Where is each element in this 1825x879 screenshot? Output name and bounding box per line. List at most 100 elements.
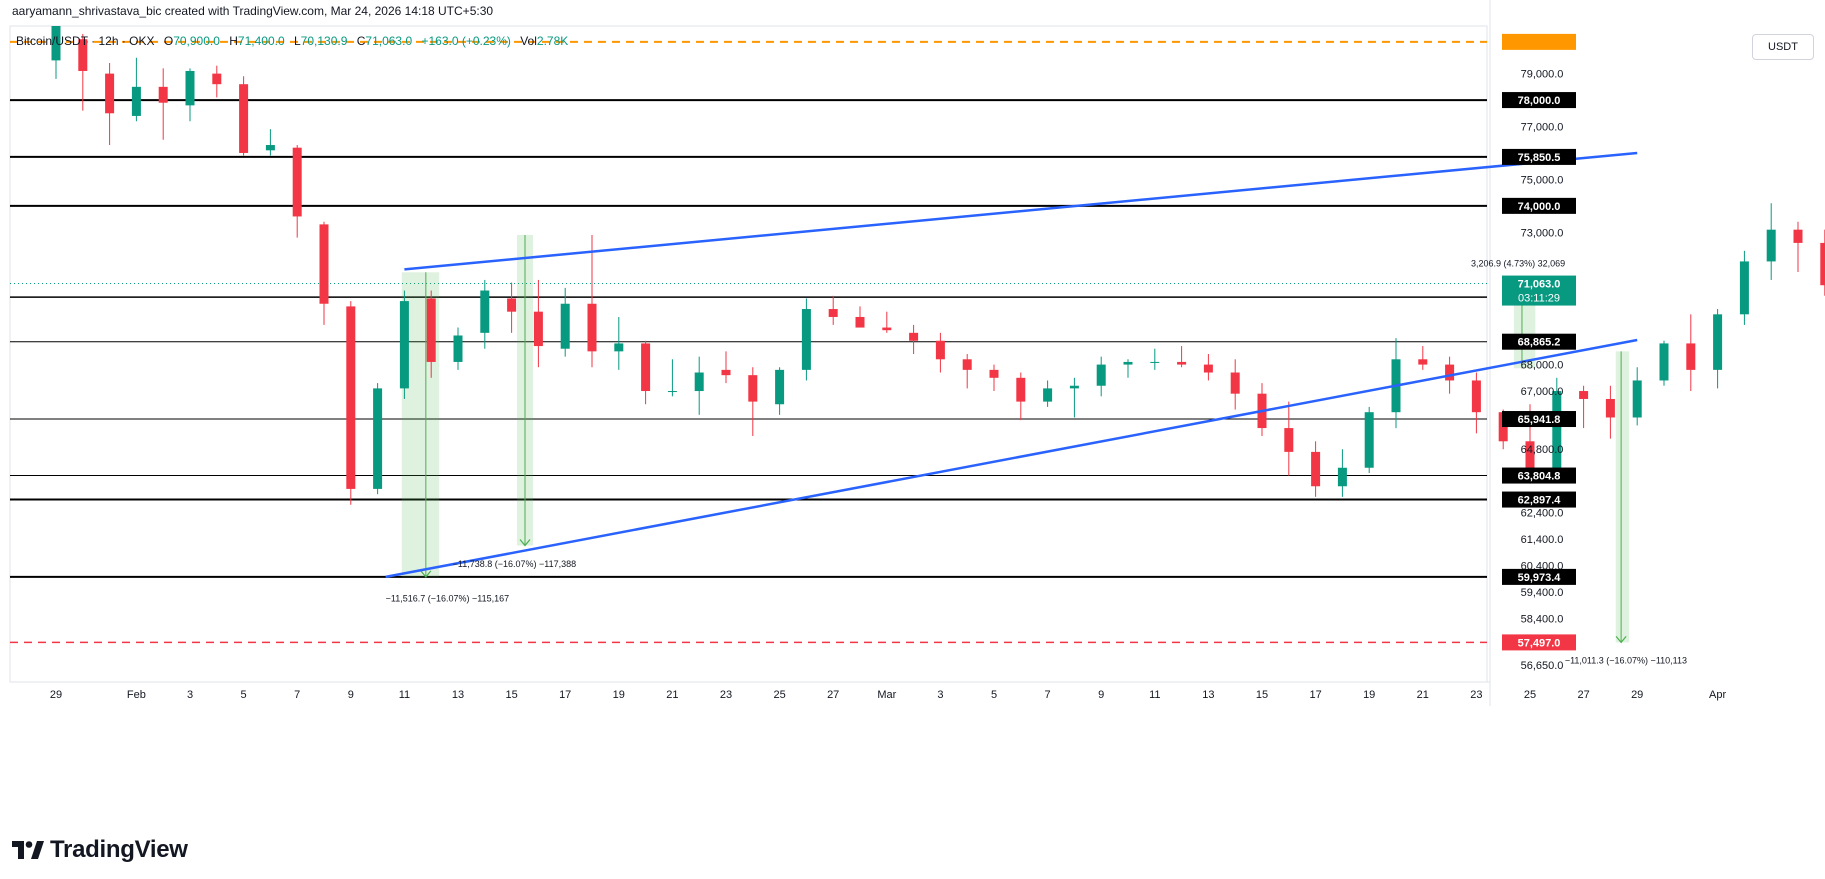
price-tick-label: 73,000.0 bbox=[1521, 227, 1564, 239]
candle-body bbox=[1713, 314, 1723, 370]
candle-body bbox=[507, 298, 517, 312]
measure-box bbox=[1615, 351, 1630, 643]
trendline bbox=[404, 151, 1638, 271]
candle-body bbox=[1337, 467, 1347, 487]
brand-name: TradingView bbox=[50, 836, 188, 863]
candle-body bbox=[1123, 361, 1133, 365]
price-tick-label: 79,000.0 bbox=[1521, 69, 1564, 81]
candle-body bbox=[1096, 364, 1106, 386]
high-label: H bbox=[229, 34, 238, 48]
time-tick-label: 25 bbox=[1524, 689, 1536, 701]
candle-body bbox=[1579, 391, 1589, 399]
trendlines bbox=[385, 151, 1638, 579]
time-tick-label: 7 bbox=[1045, 689, 1051, 701]
candle-body bbox=[131, 86, 141, 116]
change-value: +163.0 (+0.23%) bbox=[421, 34, 511, 48]
time-tick-label: 3 bbox=[937, 689, 943, 701]
candle-body bbox=[105, 73, 115, 114]
candle-body bbox=[1793, 229, 1803, 243]
candle-body bbox=[346, 306, 356, 489]
measure-arrowhead bbox=[519, 539, 531, 547]
candle-body bbox=[1605, 398, 1615, 418]
time-tick-label: 7 bbox=[294, 689, 300, 701]
symbol-legend: Bitcoin/USDT · 12h · OKX O70,900.0 H71,4… bbox=[16, 34, 568, 48]
symbol-label[interactable]: Bitcoin/USDT · 12h · OKX bbox=[16, 34, 155, 48]
measure-arrowhead bbox=[1615, 636, 1627, 644]
currency-selector[interactable]: USDT bbox=[1752, 34, 1814, 60]
candle-body bbox=[480, 290, 490, 333]
level-price-label: 62,897.4 bbox=[1518, 495, 1562, 507]
time-tick-label: 29 bbox=[50, 689, 62, 701]
time-tick-label: 9 bbox=[348, 689, 354, 701]
price-tick-label: 77,000.0 bbox=[1521, 122, 1564, 134]
time-tick-label: 15 bbox=[1256, 689, 1268, 701]
candle-body bbox=[694, 372, 704, 392]
candle-body bbox=[319, 224, 329, 304]
time-tick-label: 5 bbox=[991, 689, 997, 701]
price-axis: 79,000.0 77,000.0 75,000.0 73,000.0 68,000.0… bbox=[1502, 69, 1576, 672]
level-price-tag bbox=[1502, 197, 1576, 214]
candle-body bbox=[1177, 361, 1187, 365]
level-price-tag bbox=[1502, 568, 1576, 585]
time-tick-label: 17 bbox=[1309, 689, 1321, 701]
price-tick-label: 68,000.0 bbox=[1521, 360, 1564, 372]
candle-body bbox=[1069, 385, 1079, 389]
candle-body bbox=[1686, 343, 1696, 370]
target-price-label: 57,497.0 bbox=[1518, 637, 1561, 649]
candle-body bbox=[292, 147, 302, 217]
candle-body bbox=[667, 391, 677, 393]
candle-body bbox=[239, 84, 249, 153]
trendline bbox=[385, 338, 1638, 579]
price-tick-label: 58,400.0 bbox=[1521, 614, 1564, 626]
price-tick-label: 56,650.0 bbox=[1521, 660, 1564, 672]
time-tick-label: 21 bbox=[1417, 689, 1429, 701]
level-price-tag bbox=[1502, 92, 1576, 109]
time-tick-label: 29 bbox=[1631, 689, 1643, 701]
tradingview-logo[interactable]: TradingView bbox=[12, 836, 188, 864]
candle-body bbox=[373, 388, 383, 489]
horizontal-levels bbox=[10, 33, 1576, 644]
current-price-tag bbox=[1502, 275, 1576, 306]
candle-body bbox=[801, 309, 811, 370]
candle-body bbox=[453, 335, 463, 362]
level-price-tag bbox=[1502, 411, 1576, 428]
candle-body bbox=[78, 39, 88, 71]
candle-body bbox=[1043, 388, 1053, 402]
close-label: C bbox=[356, 34, 366, 48]
countdown-label: 03:11:29 bbox=[1518, 293, 1560, 305]
candle-body bbox=[560, 303, 570, 349]
candle-body bbox=[1150, 361, 1160, 363]
candle-body bbox=[1552, 391, 1562, 474]
time-tick-label: 19 bbox=[1363, 689, 1375, 701]
candle-body bbox=[1445, 364, 1455, 381]
time-tick-label: 5 bbox=[241, 689, 247, 701]
measure-labels: −11,516.7 (−16.07%) −115,167 −11,738.8 (−… bbox=[386, 259, 1687, 666]
time-tick-label: 9 bbox=[1098, 689, 1104, 701]
candle-body bbox=[721, 369, 731, 376]
open-value: 70,900.0 bbox=[173, 34, 220, 48]
time-tick-label: 21 bbox=[666, 689, 678, 701]
candle-body bbox=[1739, 261, 1749, 315]
time-tick-label: 23 bbox=[720, 689, 732, 701]
candle-body bbox=[748, 375, 758, 402]
price-tick-label: 64,800.0 bbox=[1521, 444, 1564, 456]
level-price-tag bbox=[1502, 333, 1576, 350]
level-price-label: 78,000.0 bbox=[1518, 95, 1561, 107]
measure-label: −11,738.8 (−16.07%) −117,388 bbox=[453, 559, 577, 569]
candle-body bbox=[587, 303, 597, 352]
tradingview-logo-icon bbox=[12, 841, 44, 859]
level-price-label: 75,850.5 bbox=[1518, 152, 1561, 164]
price-tick-label: 59,400.0 bbox=[1521, 587, 1564, 599]
volume-label: Vol bbox=[520, 34, 537, 48]
candle-body bbox=[1766, 229, 1776, 262]
level-price-label: 63,804.8 bbox=[1518, 471, 1561, 483]
measure-arrowhead bbox=[420, 570, 432, 578]
level-price-tag bbox=[1502, 491, 1576, 508]
candle-body bbox=[1525, 441, 1535, 474]
candle-body bbox=[775, 369, 785, 405]
time-tick-label: 25 bbox=[773, 689, 785, 701]
candle-body bbox=[909, 332, 919, 341]
candle-body bbox=[158, 86, 168, 103]
time-tick-label: 3 bbox=[187, 689, 193, 701]
